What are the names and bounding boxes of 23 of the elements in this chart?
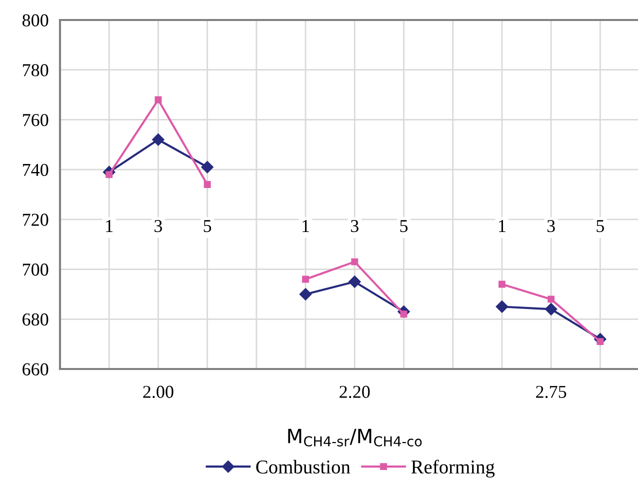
y-tick-label: 680	[22, 313, 48, 326]
x-tick-label: 5	[204, 220, 212, 232]
x-tick-label: 1	[499, 220, 506, 232]
y-tick-label: 800	[22, 14, 48, 26]
x-tick-label: 3	[547, 220, 555, 232]
y-tick-label: 720	[22, 214, 48, 226]
x-tick-label: 1	[106, 220, 113, 232]
text: 2.00	[143, 386, 174, 398]
y-tick-label: 780	[22, 64, 48, 76]
y-tick-label: 660	[22, 363, 48, 376]
legend-label: Reforming	[411, 460, 495, 478]
x-axis-title: M$_{CH4-sr}$/M$_{CH4-co}$	[288, 428, 422, 446]
x-tick-label: 3	[154, 220, 162, 232]
x-tick-label: 1	[302, 220, 309, 232]
y-tick-label: 740	[22, 164, 48, 176]
y-tick-label: 700	[22, 264, 48, 276]
text: 2.75	[536, 386, 566, 398]
x-tick-label: 5	[596, 220, 604, 232]
x-tick-label: 3	[350, 220, 358, 232]
legend-label: Combustion	[256, 460, 350, 474]
y-tick-label: 760	[22, 114, 48, 126]
x-tick-label: 5	[400, 220, 408, 232]
text: 2.20	[340, 386, 370, 398]
